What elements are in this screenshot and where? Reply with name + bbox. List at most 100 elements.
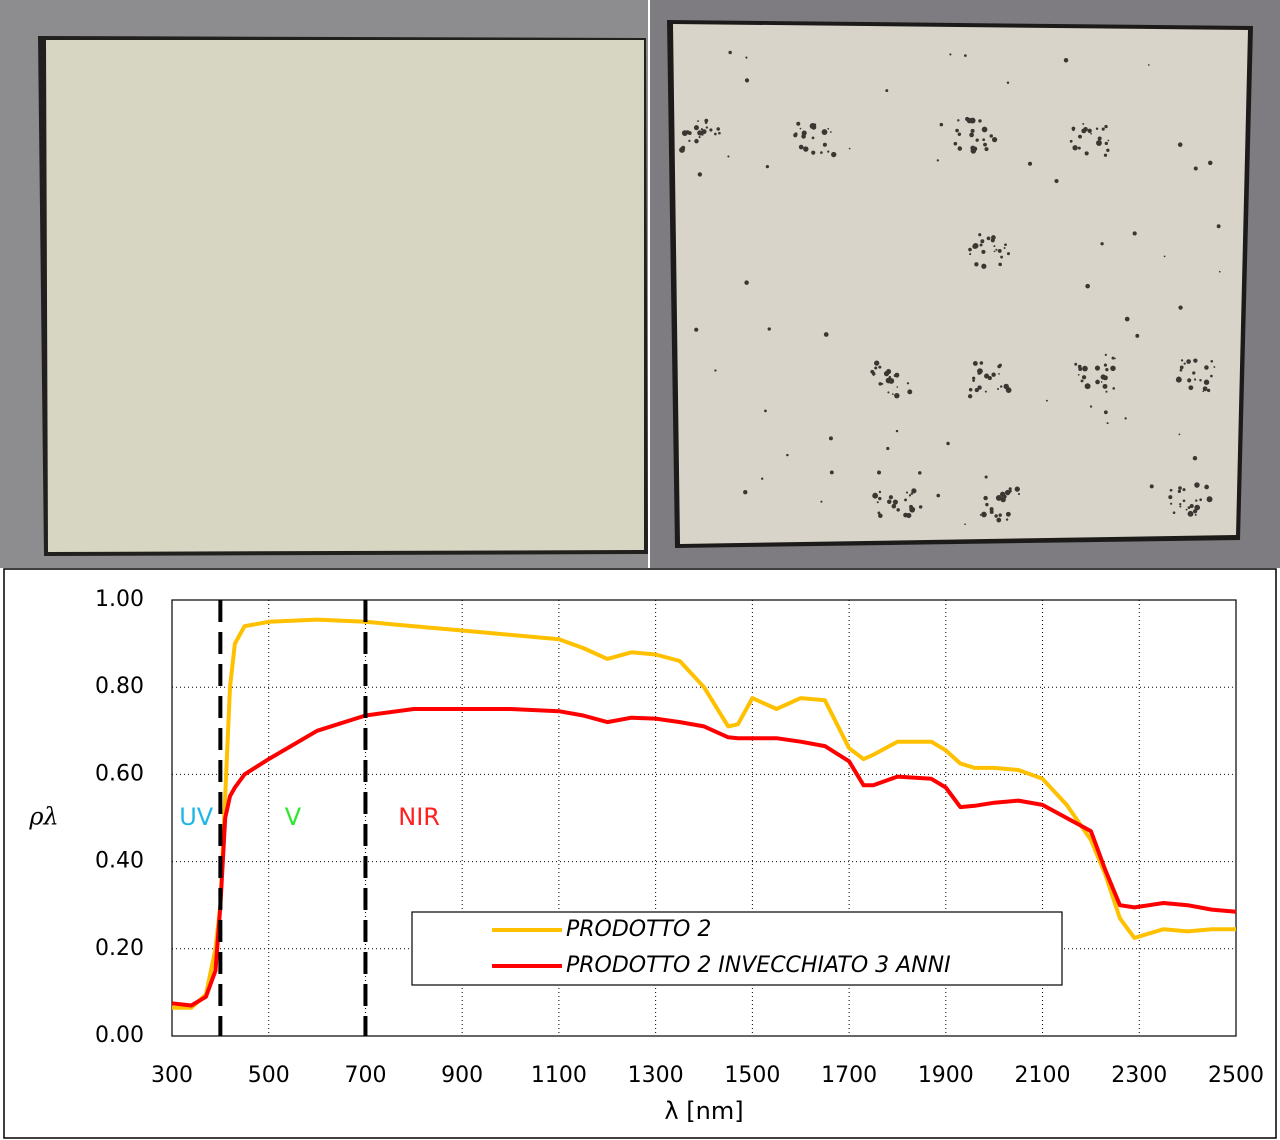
dirt-spot — [1054, 178, 1059, 184]
dirt-spot — [1206, 388, 1211, 393]
dirt-spot — [968, 387, 973, 392]
dirt-spot — [701, 129, 707, 135]
dirt-spot — [827, 150, 830, 153]
dirt-spot — [1172, 511, 1176, 514]
dirt-spot — [1195, 499, 1198, 502]
dirt-spot — [1202, 386, 1208, 392]
dirt-spot — [823, 332, 829, 337]
dirt-spot — [704, 118, 709, 123]
dirt-spot — [974, 388, 979, 393]
dirt-spot — [904, 498, 907, 502]
dirt-spot — [994, 514, 998, 518]
dirt-spot — [967, 394, 973, 399]
dirt-spot — [1186, 359, 1191, 364]
dirt-spot — [909, 506, 916, 513]
series-line — [172, 617, 1236, 1010]
dirt-spot — [1105, 367, 1109, 372]
dirt-spot — [936, 159, 940, 162]
dirt-spot — [1014, 486, 1020, 492]
dirt-spot — [1169, 488, 1173, 492]
dirt-spot — [1187, 378, 1192, 383]
dirt-spot — [1213, 366, 1216, 368]
x-tick-label: 700 — [344, 1063, 386, 1088]
dirt-spot — [903, 512, 908, 518]
dirt-spot — [1106, 422, 1109, 425]
dirt-spot — [989, 134, 993, 138]
dirt-spot — [1104, 141, 1108, 146]
y-axis-label: ρλ — [28, 803, 58, 831]
dirt-spot — [1175, 376, 1182, 383]
dirt-spot — [896, 508, 900, 512]
dirt-spot — [888, 495, 894, 500]
dirt-spot — [1101, 127, 1105, 131]
dirt-spot — [989, 507, 994, 512]
dirt-spot — [1100, 242, 1104, 246]
dirt-spot — [829, 131, 832, 133]
dirt-spots — [679, 50, 1221, 526]
dirt-spot — [896, 386, 899, 388]
dirt-spot — [1107, 139, 1110, 142]
dirt-spot — [1069, 139, 1073, 143]
dirt-spot — [984, 390, 987, 393]
y-tick-label: 0.60 — [95, 761, 144, 786]
dirt-spot — [694, 138, 699, 144]
dirt-spot — [714, 132, 717, 136]
dirt-spot — [998, 496, 1001, 499]
dirt-spot — [891, 503, 897, 509]
dirt-spot — [939, 122, 944, 127]
dirt-spot — [881, 382, 884, 385]
dirt-spot — [1194, 504, 1201, 511]
dirt-spot — [981, 263, 987, 269]
dirt-spot — [970, 145, 976, 151]
dirt-spot — [1149, 484, 1154, 489]
dirt-spot — [704, 121, 708, 124]
dirt-spot — [1085, 283, 1090, 289]
dirt-spot — [887, 391, 890, 394]
x-tick-label: 900 — [441, 1063, 483, 1088]
dirt-spot — [972, 243, 979, 249]
dirt-spot — [876, 501, 879, 504]
dirt-spot — [1087, 128, 1092, 133]
dirt-spot — [718, 131, 721, 135]
sample-aged — [673, 24, 1248, 544]
dirt-spot — [1106, 148, 1110, 152]
chart-panel — [3, 568, 1277, 1139]
dirt-spot — [908, 494, 912, 497]
dirt-spot — [694, 327, 699, 332]
dirt-spot — [1095, 127, 1099, 130]
dirt-spot — [1084, 383, 1091, 390]
dirt-spot — [1110, 365, 1116, 372]
dirt-spot — [1194, 482, 1200, 488]
dirt-spot — [911, 488, 917, 494]
dirt-spot — [1185, 508, 1188, 511]
dirt-spot — [978, 119, 982, 123]
dirt-spot — [705, 126, 709, 129]
dirt-spot — [828, 436, 833, 441]
dirt-spot — [812, 123, 817, 127]
sample-new — [46, 40, 644, 552]
dirt-spot — [995, 248, 998, 251]
dirt-spot — [1003, 247, 1006, 249]
dirt-spot — [953, 141, 958, 146]
dirt-spot — [1199, 379, 1202, 382]
dirt-spot — [998, 363, 1002, 367]
dirt-spot — [957, 132, 962, 136]
dirt-spot — [989, 509, 994, 514]
dirt-spot — [997, 248, 1002, 253]
dirt-spot — [764, 409, 767, 413]
dirt-spot — [979, 514, 982, 516]
dirt-spot — [1210, 360, 1214, 363]
x-tick-label: 2300 — [1111, 1063, 1167, 1088]
dirt-spot — [1112, 387, 1116, 390]
dirt-spot — [996, 517, 1002, 523]
dirt-spot — [946, 441, 950, 446]
dirt-spot — [1103, 363, 1107, 367]
dirt-spot — [1005, 511, 1011, 517]
dirt-spot — [998, 513, 1002, 517]
dirt-spot — [727, 155, 730, 158]
dirt-spot — [1081, 128, 1087, 134]
dirt-spot — [981, 126, 988, 133]
dirt-spot — [827, 127, 830, 130]
dirt-spot — [957, 146, 963, 151]
dirt-spot — [878, 496, 882, 501]
